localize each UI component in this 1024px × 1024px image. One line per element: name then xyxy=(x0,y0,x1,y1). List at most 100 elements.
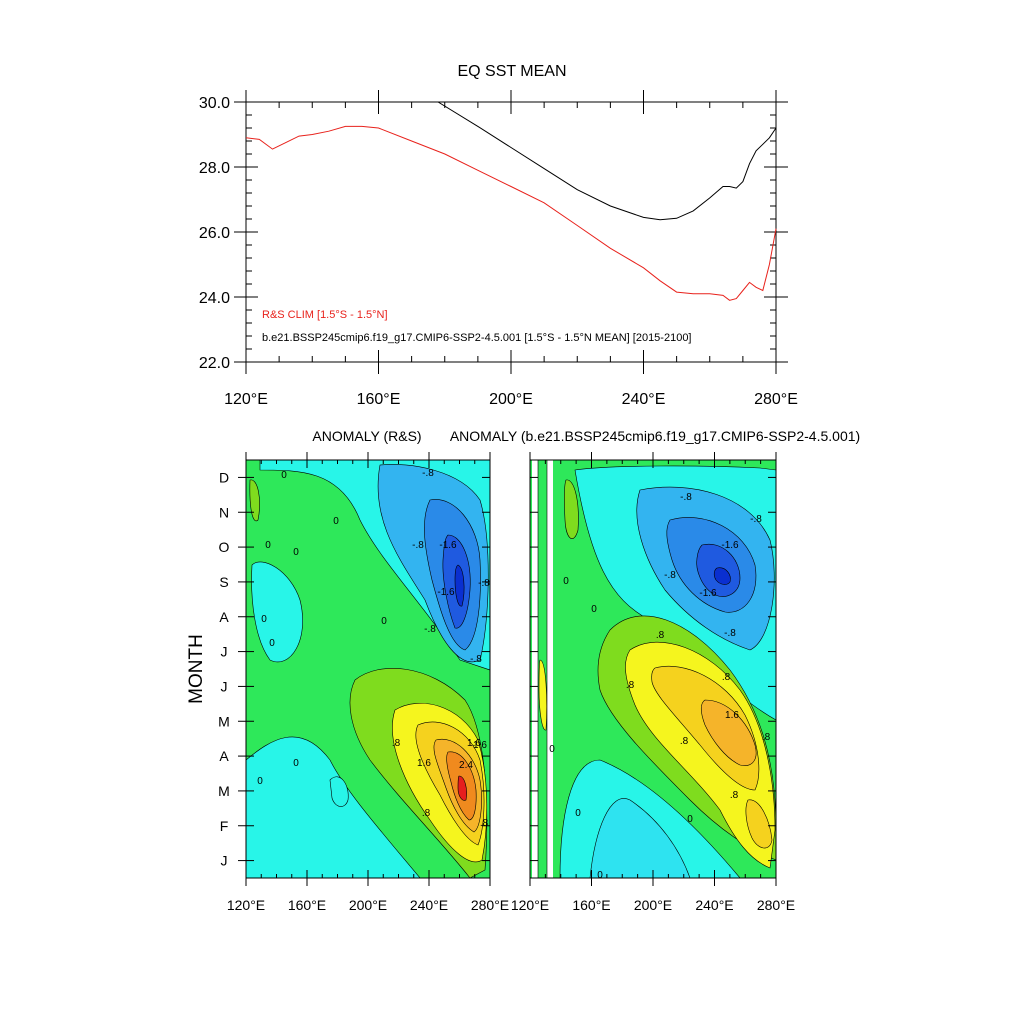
heatmap-right-axes: 120°E 160°E 200°E 240°E 280°E xyxy=(511,452,795,913)
series-line-model xyxy=(437,101,777,221)
heatmap-right: 0 0 0 0 0 -.8 -.8 -.8 -.8 -1.6 -1.6 .8 .8 .8 .8 1.6 .8 .8… xyxy=(511,452,795,913)
x-tick-label: 280°E xyxy=(471,897,509,913)
contour-label: 0 xyxy=(381,616,387,627)
x-tick-label: 200°E xyxy=(489,391,533,408)
legend-item-rs-clim: R&S CLIM [1.5°S - 1.5°N] xyxy=(262,309,388,321)
x-tick-label: 200°E xyxy=(634,897,672,913)
x-tick-label: 120°E xyxy=(224,391,268,408)
contour-label: 0 xyxy=(293,758,299,769)
y-tick-label: 26.0 xyxy=(199,225,230,242)
contour-label: -.8 xyxy=(470,654,482,665)
contour-label: 2.4 xyxy=(459,760,473,771)
contour-label: 0 xyxy=(591,604,597,615)
missing-band xyxy=(547,460,553,878)
contour-label: .8 xyxy=(392,738,401,749)
heatmap-left-title: ANOMALY (R&S) xyxy=(312,428,421,444)
contour-band xyxy=(329,776,349,807)
contour-label: -.8 xyxy=(478,578,490,589)
y-tick-label: S xyxy=(219,574,228,590)
contour-label: -.8 xyxy=(424,624,436,635)
x-tick-label: 280°E xyxy=(754,391,798,408)
contour-band xyxy=(454,564,465,607)
x-tick-label: 160°E xyxy=(572,897,610,913)
x-tick-label: 240°E xyxy=(622,391,666,408)
contour-label: -.8 xyxy=(422,468,434,479)
x-tick-label: 240°E xyxy=(695,897,733,913)
contour-band xyxy=(251,561,303,663)
contour-label: -.8 xyxy=(724,628,736,639)
y-tick-label: F xyxy=(220,818,229,834)
contour-label: 0 xyxy=(293,547,299,558)
y-tick-label: O xyxy=(219,539,230,555)
contour-label: 0 xyxy=(333,516,339,527)
line-chart-axes: 120°E 160°E 200°E 240°E 280°E 30.0 28.0 26.0 24.… xyxy=(199,90,798,408)
contour-label: 0 xyxy=(687,814,693,825)
heatmap-left-axes: 120°E 160°E 200°E 240°E 280°E J F M A M J J A S O N D xyxy=(218,452,509,913)
contour-label: -.8 xyxy=(680,492,692,503)
y-tick-label: J xyxy=(221,644,228,660)
x-tick-label: 120°E xyxy=(511,897,549,913)
contour-band xyxy=(538,659,548,731)
y-tick-label: J xyxy=(221,853,228,869)
y-tick-label: 24.0 xyxy=(199,290,230,307)
contour-label: -1.6 xyxy=(721,540,739,551)
contour-label: .8 xyxy=(480,818,489,829)
contour-label: 0 xyxy=(597,870,603,881)
legend-item-model: b.e21.BSSP245cmip6.f19_g17.CMIP6-SSP2-4.… xyxy=(262,332,692,344)
contour-label: 0 xyxy=(549,744,555,755)
contour-label: 0 xyxy=(261,614,267,625)
contour-label: -1.6 xyxy=(439,540,457,551)
contour-label: -.8 xyxy=(750,514,762,525)
x-tick-label: 200°E xyxy=(349,897,387,913)
contour-label: -.8 xyxy=(664,570,676,581)
contour-band xyxy=(745,799,773,849)
y-tick-label: 28.0 xyxy=(199,160,230,177)
contour-label: .8 xyxy=(722,672,731,683)
heatmap-left-fill xyxy=(246,460,490,878)
contour-band xyxy=(589,798,691,878)
x-tick-label: 160°E xyxy=(357,391,401,408)
contour-label: .8 xyxy=(680,736,689,747)
contour-band xyxy=(700,699,757,766)
heatmap-right-title: ANOMALY (b.e21.BSSP245cmip6.f19_g17.CMIP… xyxy=(450,428,860,444)
contour-band xyxy=(564,479,579,540)
contour-label: .8 xyxy=(626,680,635,691)
x-tick-label: 280°E xyxy=(757,897,795,913)
contour-band xyxy=(249,479,260,522)
x-tick-label: 240°E xyxy=(410,897,448,913)
contour-label: -1.6 xyxy=(699,588,717,599)
heatmap-right-fill xyxy=(530,460,776,878)
line-chart: EQ SST MEAN 120°E 160°E 200°E 240°E 280°E 30.… xyxy=(199,63,798,408)
y-tick-label: N xyxy=(219,504,229,520)
contour-label: -1.6 xyxy=(437,587,455,598)
contour-labels-right: 0 0 0 0 0 -.8 -.8 -.8 -.8 -1.6 -1.6 .8 .8 .8 .8 1.6 .8 .8… xyxy=(549,492,770,881)
heatmap-y-axis-label: MONTH xyxy=(186,634,207,704)
contour-label: 1.6 xyxy=(473,740,487,751)
y-tick-label: D xyxy=(219,469,229,485)
x-tick-label: 160°E xyxy=(288,897,326,913)
y-tick-label: J xyxy=(221,678,228,694)
contour-label: 1.6 xyxy=(417,758,431,769)
contour-band xyxy=(457,775,467,801)
contour-label: 1.6 xyxy=(467,738,481,749)
contour-band xyxy=(713,567,731,585)
contour-label: .8 xyxy=(422,808,431,819)
contour-label: .8 xyxy=(762,732,771,743)
line-series-group xyxy=(245,101,777,301)
line-chart-frame xyxy=(245,101,777,363)
y-tick-label: 30.0 xyxy=(199,95,230,112)
contour-label: 1.6 xyxy=(725,710,739,721)
x-tick-label: 120°E xyxy=(227,897,265,913)
contour-label: 0 xyxy=(269,638,275,649)
contour-label: 0 xyxy=(257,776,263,787)
line-chart-title: EQ SST MEAN xyxy=(457,63,566,80)
contour-label: 0 xyxy=(563,576,569,587)
contour-label: 0 xyxy=(575,808,581,819)
contour-label: .8 xyxy=(656,630,665,641)
missing-band xyxy=(532,460,538,878)
y-tick-label: A xyxy=(219,748,229,764)
contour-labels-left: 000000000-.8-.8-.8-1.6-1.6-.8-.8.8.81.61… xyxy=(257,468,490,829)
contour-band xyxy=(246,736,421,878)
contour-label: .8 xyxy=(730,790,739,801)
